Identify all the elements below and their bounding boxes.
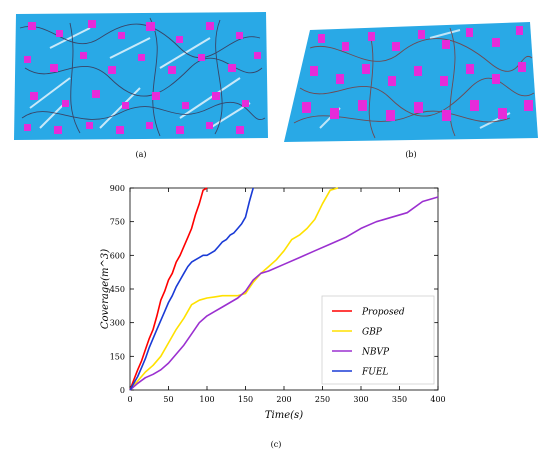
legend-label-nbvp: NBVP [361,348,390,358]
y-tick-label: 300 [110,319,125,328]
caption-a: (a) [135,150,147,159]
y-tick-label: 750 [110,218,125,227]
scene-panel-a [10,8,272,144]
series-line-gbp [129,187,339,391]
legend-label-gbp: GBP [362,328,383,338]
scene-b-image [284,22,538,142]
x-tick-label: 200 [276,395,291,404]
legend-label-proposed: Proposed [361,308,405,318]
series-line-proposed [129,187,208,391]
scene-panel-b [280,8,542,148]
y-tick-label: 450 [110,285,125,294]
x-tick-label: 150 [238,395,253,404]
x-axis-label: Time(s) [265,410,303,421]
y-axis-label: Coverage(m^3) [100,249,111,329]
x-tick-label: 400 [430,395,445,404]
y-tick-label: 900 [110,184,125,193]
y-tick-label: 600 [110,251,125,260]
caption-c: (c) [270,440,282,449]
x-tick-label: 300 [353,395,368,404]
series-line-fuel [129,187,254,391]
x-tick-label: 0 [127,395,132,404]
x-tick-label: 350 [392,395,407,404]
x-tick-label: 100 [199,395,214,404]
caption-b: (b) [405,150,417,159]
legend-label-fuel: FUEL [361,368,388,378]
x-tick-label: 250 [315,395,330,404]
scene-a-image [14,12,268,140]
x-tick-label: 50 [163,395,173,404]
y-tick-label: 0 [120,386,125,395]
series-line-nbvp [129,196,439,391]
y-tick-label: 150 [110,352,125,361]
